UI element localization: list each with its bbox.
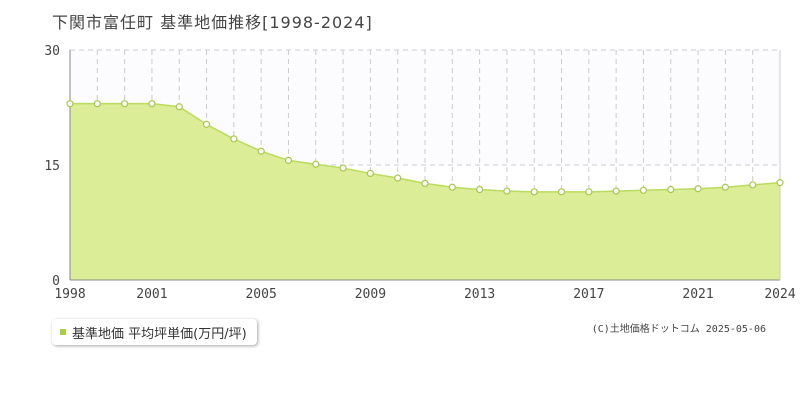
data-point [694,185,702,193]
legend-swatch [60,329,66,335]
y-tick-label: 0 [52,274,60,289]
marker-layer [66,100,784,196]
legend-label: 基準地価 平均坪単価(万円/坪) [72,326,247,342]
data-point [394,174,402,182]
data-point [230,135,238,143]
x-tick-label: 2013 [464,287,495,302]
copyright-text: (C)土地価格ドットコム 2025-05-06 [591,324,766,335]
x-tick-label: 2009 [355,287,386,302]
legend: 基準地価 平均坪単価(万円/坪) [52,319,257,345]
data-point [257,147,265,155]
data-point [476,185,484,194]
data-point [639,186,648,194]
series-area [70,103,780,281]
x-tick-label: 2024 [764,287,795,302]
data-point [93,100,101,108]
tick-label-layer: 0 15 30 1998 2001 2005 2009 2013 2017 2021 2024 [44,44,795,302]
data-point [776,179,784,187]
data-point [312,160,320,168]
chart-title: 下関市富任町 基準地価推移[1998-2024] [52,13,373,32]
data-point [585,188,593,196]
data-point [421,179,429,187]
data-point [175,103,183,111]
data-point [721,183,729,191]
data-point [503,187,511,195]
data-point [667,185,675,194]
data-point [121,100,129,108]
x-tick-label: 2017 [573,287,604,302]
data-point [749,181,757,189]
data-point [339,164,347,172]
data-point [530,188,538,196]
data-point [284,156,293,164]
data-point [66,100,74,108]
data-point [612,187,620,195]
y-tick-label: 15 [44,159,60,174]
x-tick-label: 2001 [136,287,167,302]
y-tick-label: 30 [44,44,60,59]
data-point [448,183,456,191]
x-tick-label: 1998 [54,287,85,302]
data-point [557,188,566,196]
axis-layer [69,50,781,281]
x-tick-label: 2005 [245,287,276,302]
data-point [366,169,374,178]
data-point [148,100,156,108]
x-tick-label: 2021 [682,287,713,302]
data-point [202,120,211,128]
